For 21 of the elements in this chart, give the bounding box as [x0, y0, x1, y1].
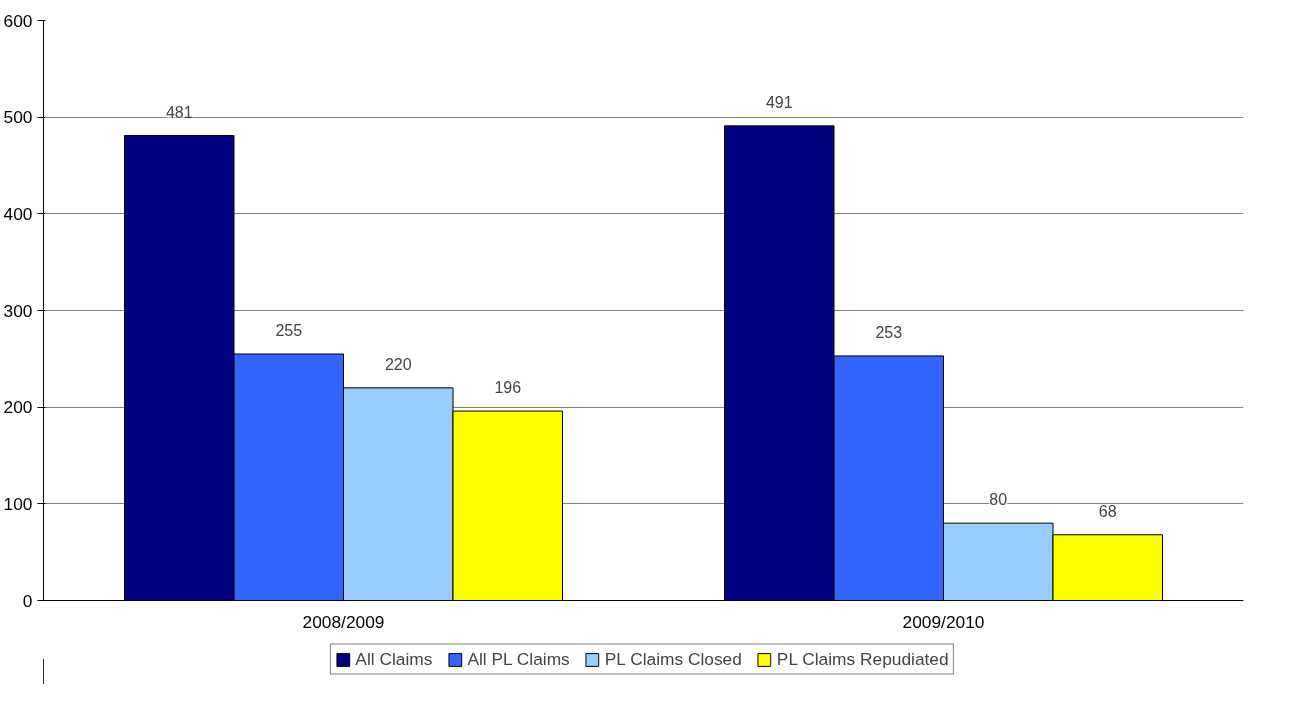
data-label: 220 [384, 355, 412, 373]
x-tick-label: 2009/2010 [902, 611, 985, 632]
data-label: 481 [165, 103, 193, 121]
y-tick-label: 600 [3, 10, 33, 31]
data-label: 253 [875, 323, 903, 341]
data-label: 196 [494, 379, 522, 397]
data-label: 491 [765, 93, 793, 111]
data-label: 68 [1098, 502, 1117, 520]
y-tick-label: 400 [3, 203, 33, 224]
legend-label: All PL Claims [467, 648, 570, 670]
y-tick-label: 300 [3, 300, 33, 321]
legend-label: PL Claims Repudiated [776, 648, 949, 670]
data-label: 255 [275, 322, 303, 339]
data-label: 80 [989, 491, 1008, 509]
x-tick-label: 2008/2009 [302, 611, 385, 632]
y-tick-label: 0 [22, 590, 33, 611]
y-tick-label: 100 [3, 493, 33, 514]
legend-label: PL Claims Closed [604, 648, 742, 670]
legend-label: All Claims [355, 648, 433, 670]
y-tick-label: 500 [3, 107, 33, 128]
y-tick-label: 200 [3, 397, 33, 418]
